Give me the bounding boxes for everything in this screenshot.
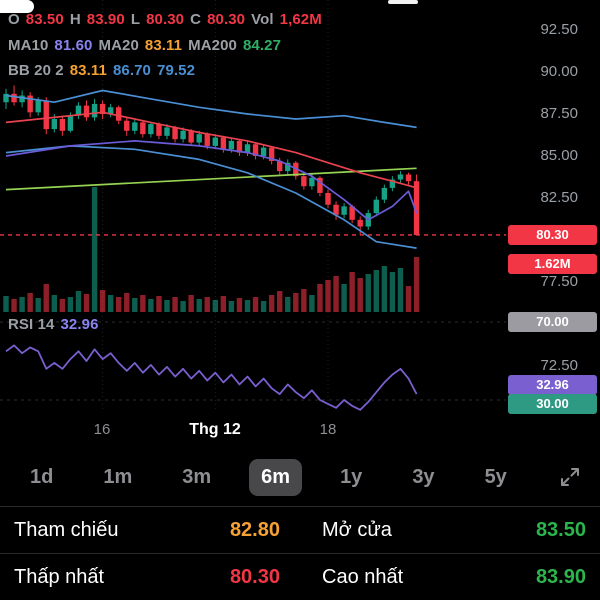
- rsi-label: RSI 14: [8, 316, 55, 333]
- price-tick: 82.50: [540, 189, 578, 206]
- range-button-5y[interactable]: 5y: [473, 459, 519, 496]
- open-label: O: [8, 11, 20, 28]
- open-value: 83.50: [25, 11, 64, 28]
- high-value: 83.90: [86, 11, 125, 28]
- x-axis-label: 18: [319, 421, 337, 438]
- summary-table: Tham chiếu 82.80 Mở cửa 83.50 Thấp nhất 80.30…: [0, 506, 600, 600]
- summary-row: Tham chiếu 82.80 Mở cửa 83.50: [0, 506, 600, 553]
- ma20-label: MA20: [98, 37, 139, 54]
- price-tick: 92.50: [540, 21, 578, 38]
- axis-badge: 70.00: [508, 312, 597, 332]
- summary-label: Cao nhất: [322, 565, 404, 588]
- range-button-6m[interactable]: 6m: [249, 458, 303, 496]
- axis-badge: 1.62M: [508, 254, 597, 274]
- summary-cell: Tham chiếu 82.80: [0, 507, 300, 553]
- status-bar-fragment: [0, 0, 34, 13]
- ohlc-legend: O 83.50 H 83.90 L 80.30 C 80.30 Vol 1,62…: [8, 11, 322, 28]
- time-axis: 16 Thg 12 18: [0, 412, 600, 448]
- ma10-value: 81.60: [54, 37, 93, 54]
- fullscreen-icon[interactable]: [558, 465, 582, 489]
- summary-value: 82.80: [229, 518, 280, 541]
- price-tick: 85.00: [540, 147, 578, 164]
- close-label: C: [190, 11, 202, 28]
- volume-label: Vol: [251, 11, 274, 28]
- price-tick: 90.00: [540, 63, 578, 80]
- low-value: 80.30: [146, 11, 185, 28]
- summary-value: 83.90: [535, 565, 586, 588]
- price-tick: 77.50: [540, 273, 578, 290]
- volume-value: 1,62M: [279, 11, 322, 28]
- axis-badge: 32.96: [508, 375, 597, 395]
- bb-label: BB 20 2: [8, 62, 64, 79]
- bb-mid-value: 83.11: [69, 62, 107, 79]
- range-button-1d[interactable]: 1d: [18, 459, 65, 496]
- ma200-value: 84.27: [242, 37, 282, 54]
- chart-region[interactable]: O 83.50 H 83.90 L 80.30 C 80.30 Vol 1,62…: [0, 0, 600, 448]
- summary-label: Tham chiếu: [14, 518, 119, 541]
- axis-badge: 30.00: [508, 394, 597, 414]
- candlestick-chart-canvas[interactable]: [0, 0, 600, 448]
- summary-cell: Mở cửa 83.50: [300, 507, 600, 553]
- summary-cell: Thấp nhất 80.30: [0, 554, 300, 600]
- summary-label: Thấp nhất: [14, 565, 105, 588]
- low-label: L: [130, 11, 141, 28]
- range-button-1y[interactable]: 1y: [328, 459, 374, 496]
- high-label: H: [69, 11, 81, 28]
- ma-legend: MA10 81.60 MA20 83.11 MA200 84.27: [8, 37, 281, 54]
- close-value: 80.30: [207, 11, 246, 28]
- axis-badge: 80.30: [508, 225, 597, 245]
- range-button-1m[interactable]: 1m: [91, 459, 144, 496]
- bb-legend: BB 20 2 83.11 86.70 79.52: [8, 62, 195, 79]
- range-selector: 1d 1m 3m 6m 1y 3y 5y: [0, 448, 600, 506]
- summary-label: Mở cửa: [322, 518, 392, 541]
- ma200-label: MA200: [188, 37, 237, 54]
- rsi-value: 32.96: [60, 316, 99, 333]
- x-axis-label: 16: [93, 421, 111, 438]
- ma20-value: 83.11: [144, 37, 183, 54]
- bb-lower-value: 79.52: [157, 62, 196, 79]
- x-axis-label: Thg 12: [189, 421, 241, 438]
- range-button-3y[interactable]: 3y: [400, 459, 446, 496]
- ma10-label: MA10: [8, 37, 49, 54]
- rsi-legend: RSI 14 32.96: [8, 316, 99, 333]
- summary-value: 80.30: [229, 565, 280, 588]
- summary-value: 83.50: [535, 518, 586, 541]
- price-tick: 87.50: [540, 105, 578, 122]
- price-tick: 72.50: [540, 357, 578, 374]
- range-button-3m[interactable]: 3m: [170, 459, 223, 496]
- status-bar-line: [388, 0, 418, 4]
- bb-upper-value: 86.70: [112, 62, 151, 79]
- summary-row: Thấp nhất 80.30 Cao nhất 83.90: [0, 553, 600, 600]
- summary-cell: Cao nhất 83.90: [300, 554, 600, 600]
